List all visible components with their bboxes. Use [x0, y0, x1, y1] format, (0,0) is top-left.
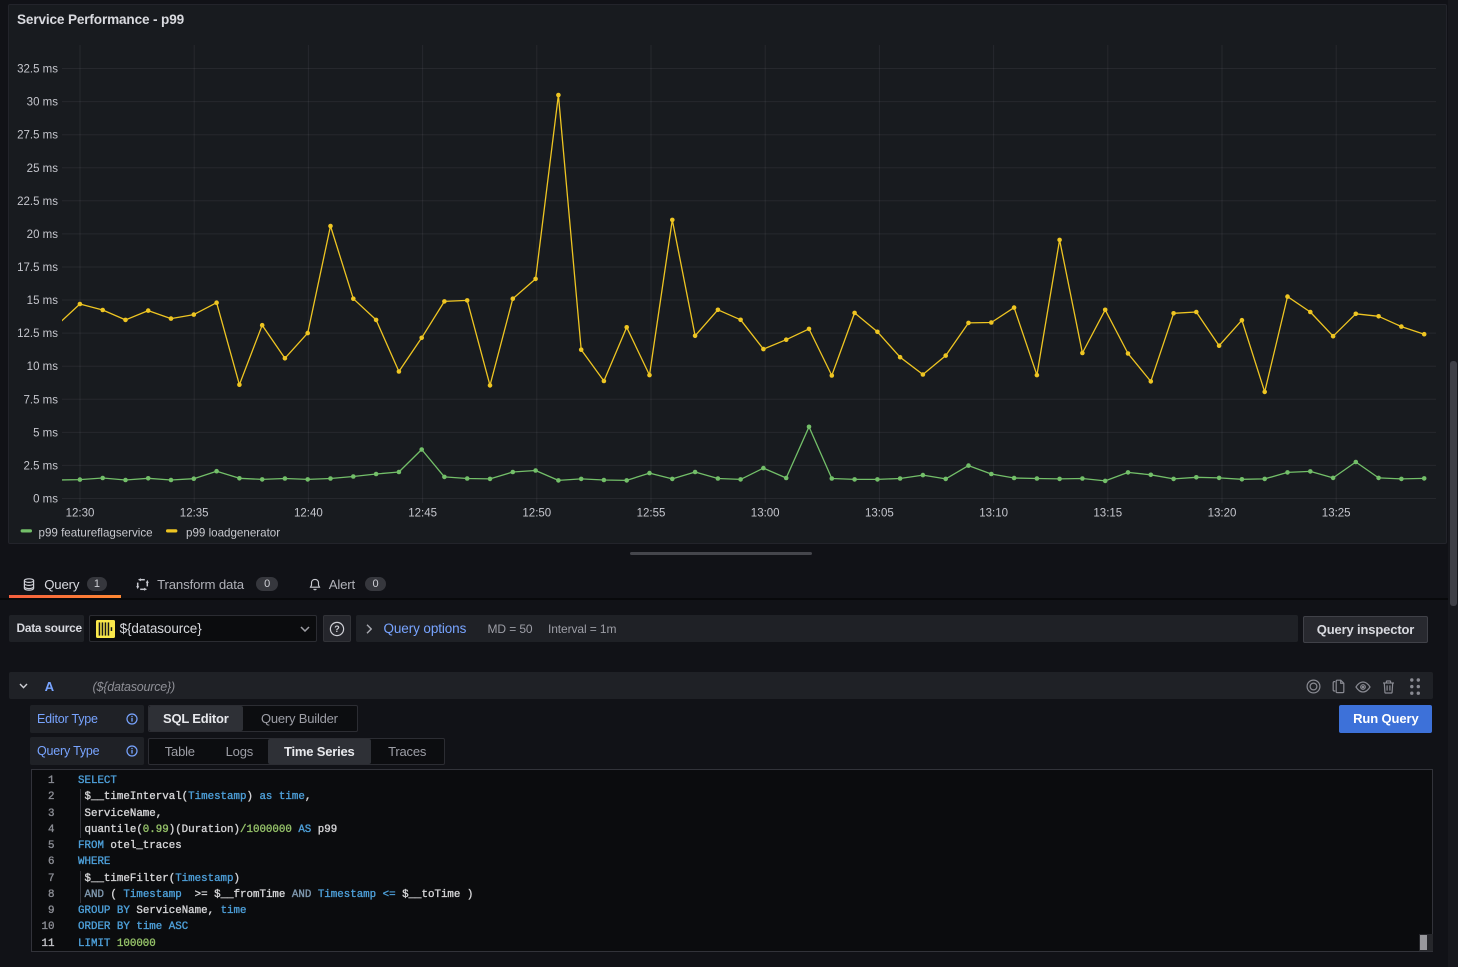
svg-text:32.5 ms: 32.5 ms [17, 64, 58, 76]
svg-text:25 ms: 25 ms [27, 163, 59, 175]
svg-text:12:35: 12:35 [180, 508, 209, 520]
svg-text:12:30: 12:30 [66, 508, 95, 520]
svg-text:22.5 ms: 22.5 ms [17, 196, 58, 208]
svg-text:13:05: 13:05 [865, 508, 894, 520]
svg-text:13:10: 13:10 [979, 508, 1008, 520]
svg-text:17.5 ms: 17.5 ms [17, 262, 58, 274]
svg-text:?: ? [334, 624, 340, 634]
svg-text:12:40: 12:40 [294, 508, 323, 520]
svg-text:27.5 ms: 27.5 ms [17, 130, 58, 142]
svg-text:15 ms: 15 ms [27, 295, 59, 307]
svg-text:12:50: 12:50 [522, 508, 551, 520]
svg-text:12:45: 12:45 [408, 508, 437, 520]
svg-text:30 ms: 30 ms [27, 97, 59, 109]
svg-text:12:55: 12:55 [637, 508, 666, 520]
svg-text:7.5 ms: 7.5 ms [23, 394, 58, 406]
svg-text:13:20: 13:20 [1208, 508, 1237, 520]
svg-text:13:15: 13:15 [1093, 508, 1122, 520]
svg-text:5 ms: 5 ms [33, 427, 58, 439]
svg-text:20 ms: 20 ms [27, 229, 59, 241]
svg-text:13:25: 13:25 [1322, 508, 1351, 520]
svg-text:0 ms: 0 ms [33, 494, 58, 506]
svg-text:10 ms: 10 ms [27, 361, 59, 373]
svg-text:p99 loadgenerator: p99 loadgenerator [186, 526, 280, 539]
svg-text:2.5 ms: 2.5 ms [23, 460, 58, 472]
svg-text:p99 featureflagservice: p99 featureflagservice [39, 526, 153, 539]
svg-text:12.5 ms: 12.5 ms [17, 328, 58, 340]
svg-text:13:00: 13:00 [751, 508, 780, 520]
